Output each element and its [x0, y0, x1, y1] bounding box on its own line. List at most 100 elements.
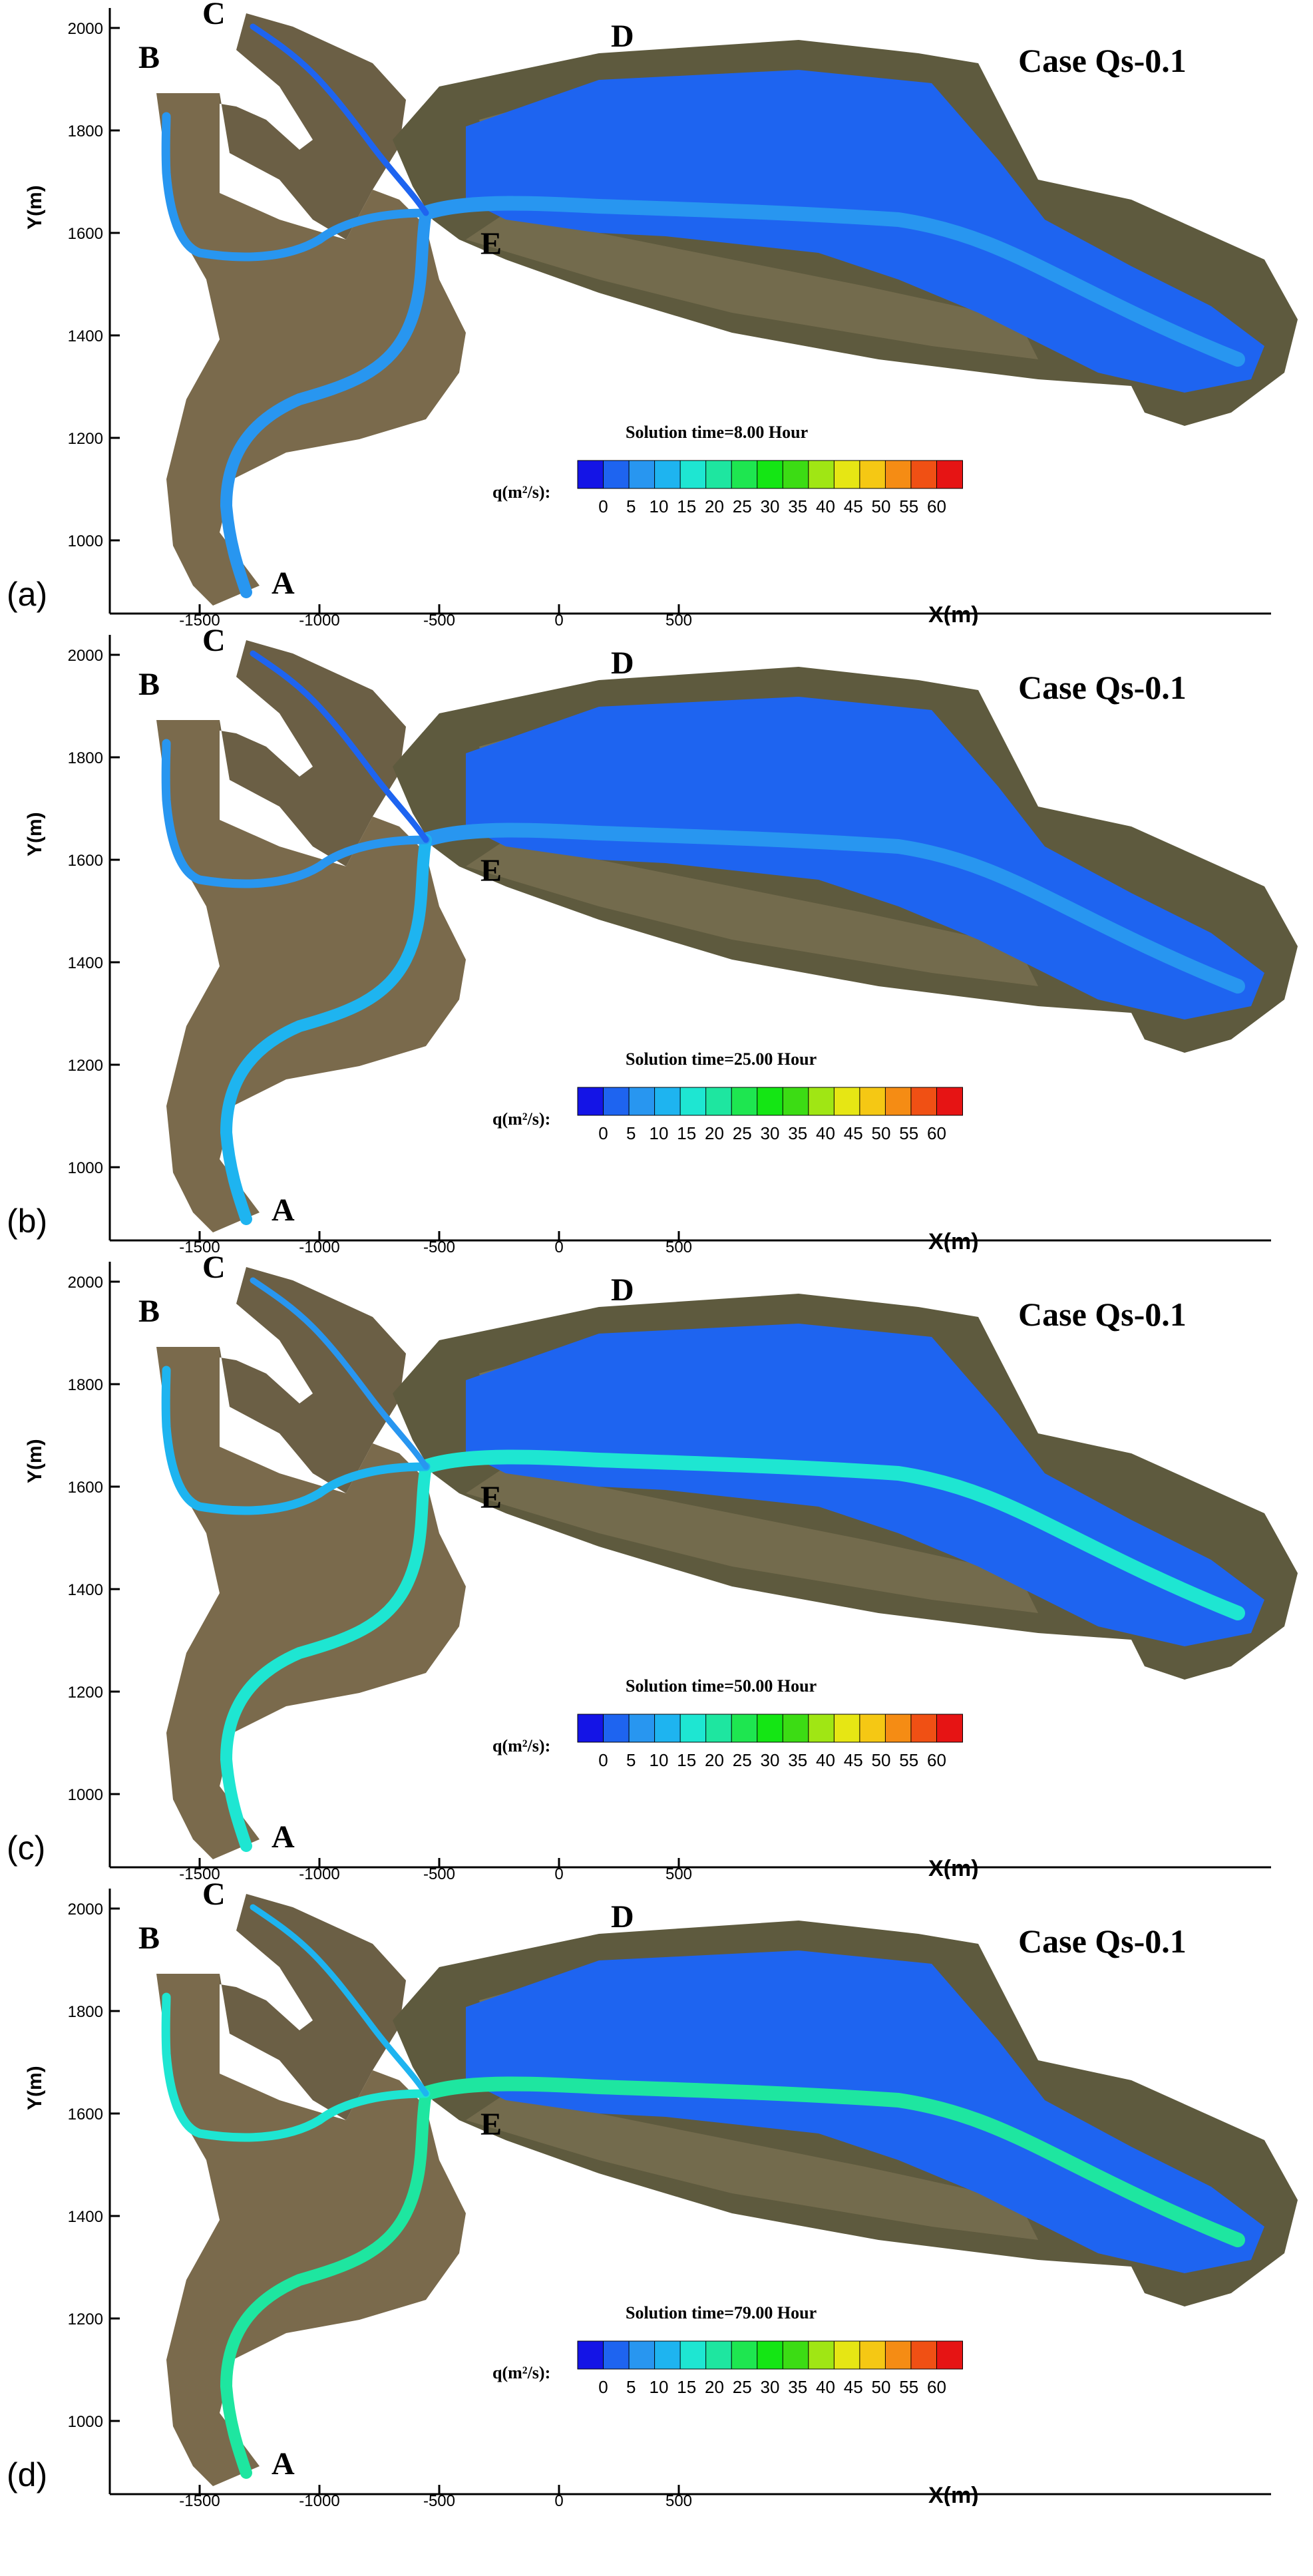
- site-label-c: C: [202, 1254, 226, 1285]
- site-label-d: D: [611, 19, 634, 54]
- map-svg: -1500 -1000 -500 0 500 100012001400160018002…: [7, 627, 1298, 1252]
- legend-swatch: [628, 1714, 656, 1743]
- legend-tick-label: 35: [788, 1123, 807, 1143]
- y-tick-label: 1400: [68, 2208, 103, 2226]
- legend-swatch: [757, 2340, 784, 2370]
- legend-tick-label: 20: [705, 1123, 724, 1143]
- y-tick-label: 1200: [68, 2310, 103, 2328]
- x-tick-label: -1500: [179, 2492, 220, 2506]
- tributary-b: [161, 1366, 431, 1515]
- y-tick-label: 1600: [68, 2106, 103, 2123]
- legend-swatch: [603, 460, 630, 489]
- legend-tick-label: 15: [677, 2377, 696, 2397]
- legend-tick-label: 0: [598, 2377, 608, 2397]
- flow-field: [161, 1904, 1264, 2479]
- site-label-c: C: [202, 1881, 226, 1912]
- y-ticks: 1000 1200 1400 1600 1800 2000: [68, 1901, 120, 2431]
- legend-swatch: [757, 1714, 784, 1743]
- legend-swatch: [577, 1087, 604, 1116]
- y-tick-label: 1000: [68, 2413, 103, 2431]
- x-tick-label: -1500: [179, 612, 220, 626]
- x-tick-label: 0: [554, 2492, 563, 2506]
- terrain-region: [466, 213, 1038, 359]
- x-tick-label: 0: [554, 1238, 563, 1252]
- x-tick-label: -500: [423, 1238, 455, 1252]
- legend: Solution time=25.00 Hour q(m²/s): 0 5 10 15…: [492, 1049, 964, 1143]
- legend-label: q(m²/s):: [492, 2363, 550, 2382]
- x-tick-label: 500: [665, 1865, 692, 1879]
- legend-swatch: [679, 460, 707, 489]
- legend-tick-label: 60: [927, 496, 946, 516]
- legend-swatch: [910, 460, 938, 489]
- y-tick-label: 1600: [68, 852, 103, 870]
- legend-swatch: [782, 460, 809, 489]
- terrain-region: [156, 640, 406, 866]
- x-tick-label: -500: [423, 1865, 455, 1879]
- map-panel-d: -1500 -1000 -500 0 500 1000 1200 1400 1600 1800 2…: [0, 1881, 1313, 2506]
- site-label-d: D: [611, 645, 634, 681]
- site-label-d: D: [611, 1899, 634, 1934]
- x-axis-label: X(m): [928, 1856, 979, 1879]
- legend-swatch: [782, 1087, 809, 1116]
- legend-swatch: [833, 1087, 860, 1116]
- legend-swatch: [936, 460, 964, 489]
- y-tick-label: 1200: [68, 1684, 103, 1702]
- legend-tick-label: 20: [705, 496, 724, 516]
- legend-swatch: [859, 1087, 886, 1116]
- legend-tick-label: 45: [844, 2377, 863, 2397]
- legend-tick-label: 5: [626, 496, 636, 516]
- main-river: [419, 196, 1245, 367]
- legend-tick-label: 10: [650, 1123, 669, 1143]
- site-labels: A B C D E: [138, 0, 634, 601]
- x-axis-label: X(m): [928, 2483, 979, 2506]
- legend-swatch: [705, 460, 733, 489]
- legend-swatch: [859, 1714, 886, 1743]
- y-tick-label: 1800: [68, 122, 103, 140]
- legend-label: q(m²/s):: [492, 1736, 550, 1755]
- legend-tick-label: 40: [816, 496, 835, 516]
- legend-swatch: [679, 1087, 707, 1116]
- legend-swatch: [679, 1714, 707, 1743]
- legend-swatch: [654, 2340, 681, 2370]
- legend-tick-label: 45: [844, 1123, 863, 1143]
- x-ticks: -1500 -1000 -500 0 500: [179, 604, 692, 626]
- legend-swatch: [884, 460, 912, 489]
- legend-swatch: [936, 1087, 964, 1116]
- legend-tick-label: 30: [761, 496, 780, 516]
- site-label-c: C: [202, 0, 226, 31]
- site-label-e: E: [480, 226, 502, 262]
- legend-swatch: [936, 1714, 964, 1743]
- x-tick-label: -1000: [299, 612, 339, 626]
- site-label-e: E: [480, 2107, 502, 2142]
- legend-ticks: 0 5 10 15 20 25 30 35 40 45 50 55 60: [598, 1750, 946, 1770]
- tributary-a: [220, 834, 432, 1225]
- legend-colorbar: [577, 460, 964, 489]
- legend-swatch: [808, 1714, 835, 1743]
- case-label: Case Qs-0.1: [1018, 1296, 1187, 1333]
- x-tick-label: 500: [665, 612, 692, 626]
- legend-tick-label: 10: [650, 496, 669, 516]
- y-tick-label: 1400: [68, 327, 103, 345]
- legend-tick-label: 40: [816, 1123, 835, 1143]
- site-label-b: B: [138, 667, 160, 702]
- legend-tick-label: 30: [761, 2377, 780, 2397]
- y-tick-label: 2000: [68, 647, 103, 665]
- flood-plain-flow: [466, 697, 1264, 1019]
- legend-swatch: [859, 460, 886, 489]
- y-tick-label: 1800: [68, 749, 103, 767]
- legend-tick-label: 60: [927, 1123, 946, 1143]
- legend-ticks: 0 5 10 15 20 25 30 35 40 45 50 55 60: [598, 2377, 946, 2397]
- terrain-region: [156, 13, 406, 240]
- legend-swatch: [603, 1714, 630, 1743]
- flow-field: [161, 650, 1264, 1225]
- y-axis-label: Y(m): [24, 812, 46, 856]
- site-label-a: A: [272, 566, 295, 601]
- map-svg: -1500 -1000 -500 0 500 100012001400160018002…: [7, 0, 1298, 626]
- legend-tick-label: 25: [733, 496, 752, 516]
- legend-swatch: [910, 1087, 938, 1116]
- legend-swatch: [628, 2340, 656, 2370]
- legend-swatch: [577, 2340, 604, 2370]
- y-tick-label: 2000: [68, 1274, 103, 1292]
- legend-tick-label: 10: [650, 1750, 669, 1770]
- legend-tick-label: 30: [761, 1123, 780, 1143]
